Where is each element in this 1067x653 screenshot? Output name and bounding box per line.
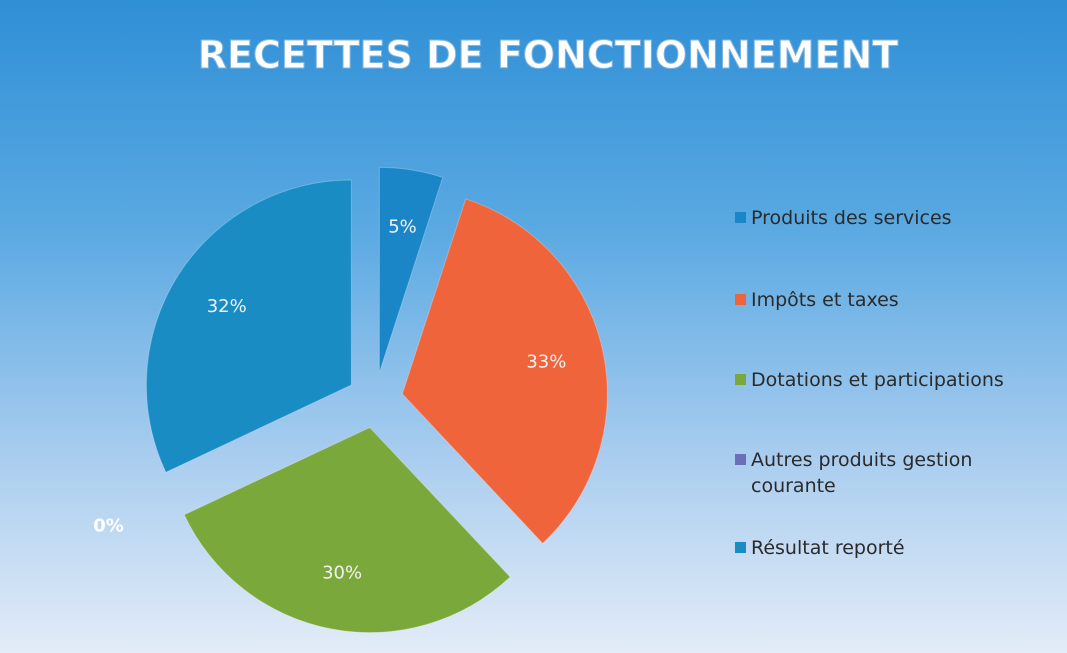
legend-label: Dotations et participations [751, 369, 1004, 391]
data-label: 32% [207, 296, 247, 317]
chart-title: RECETTES DE FONCTIONNEMENT [198, 33, 899, 77]
pie-slice [401, 198, 608, 545]
data-label: 5% [388, 217, 417, 238]
legend-item: Autres produits gestion courante [735, 447, 1041, 499]
legend-item: Impôts et taxes [735, 287, 1041, 313]
legend-label: Résultat reporté [751, 537, 905, 559]
legend-swatch [735, 454, 746, 465]
legend-label: Produits des services [751, 207, 952, 229]
legend-swatch [735, 542, 746, 553]
data-label: 30% [322, 562, 362, 583]
pie-slice [145, 179, 352, 473]
legend-swatch [735, 294, 746, 305]
data-label: 0% [93, 515, 124, 536]
data-label: 33% [526, 352, 566, 373]
legend-label: Impôts et taxes [751, 289, 899, 311]
legend-item: Résultat reporté [735, 535, 1041, 561]
legend-item: Dotations et participations [735, 367, 1041, 393]
pie-slice [378, 166, 444, 373]
pie-slice [183, 426, 511, 633]
legend-swatch [735, 374, 746, 385]
legend-swatch [735, 212, 746, 223]
legend-item: Produits des services [735, 205, 1041, 231]
legend-label: Autres produits gestion courante [751, 449, 973, 497]
